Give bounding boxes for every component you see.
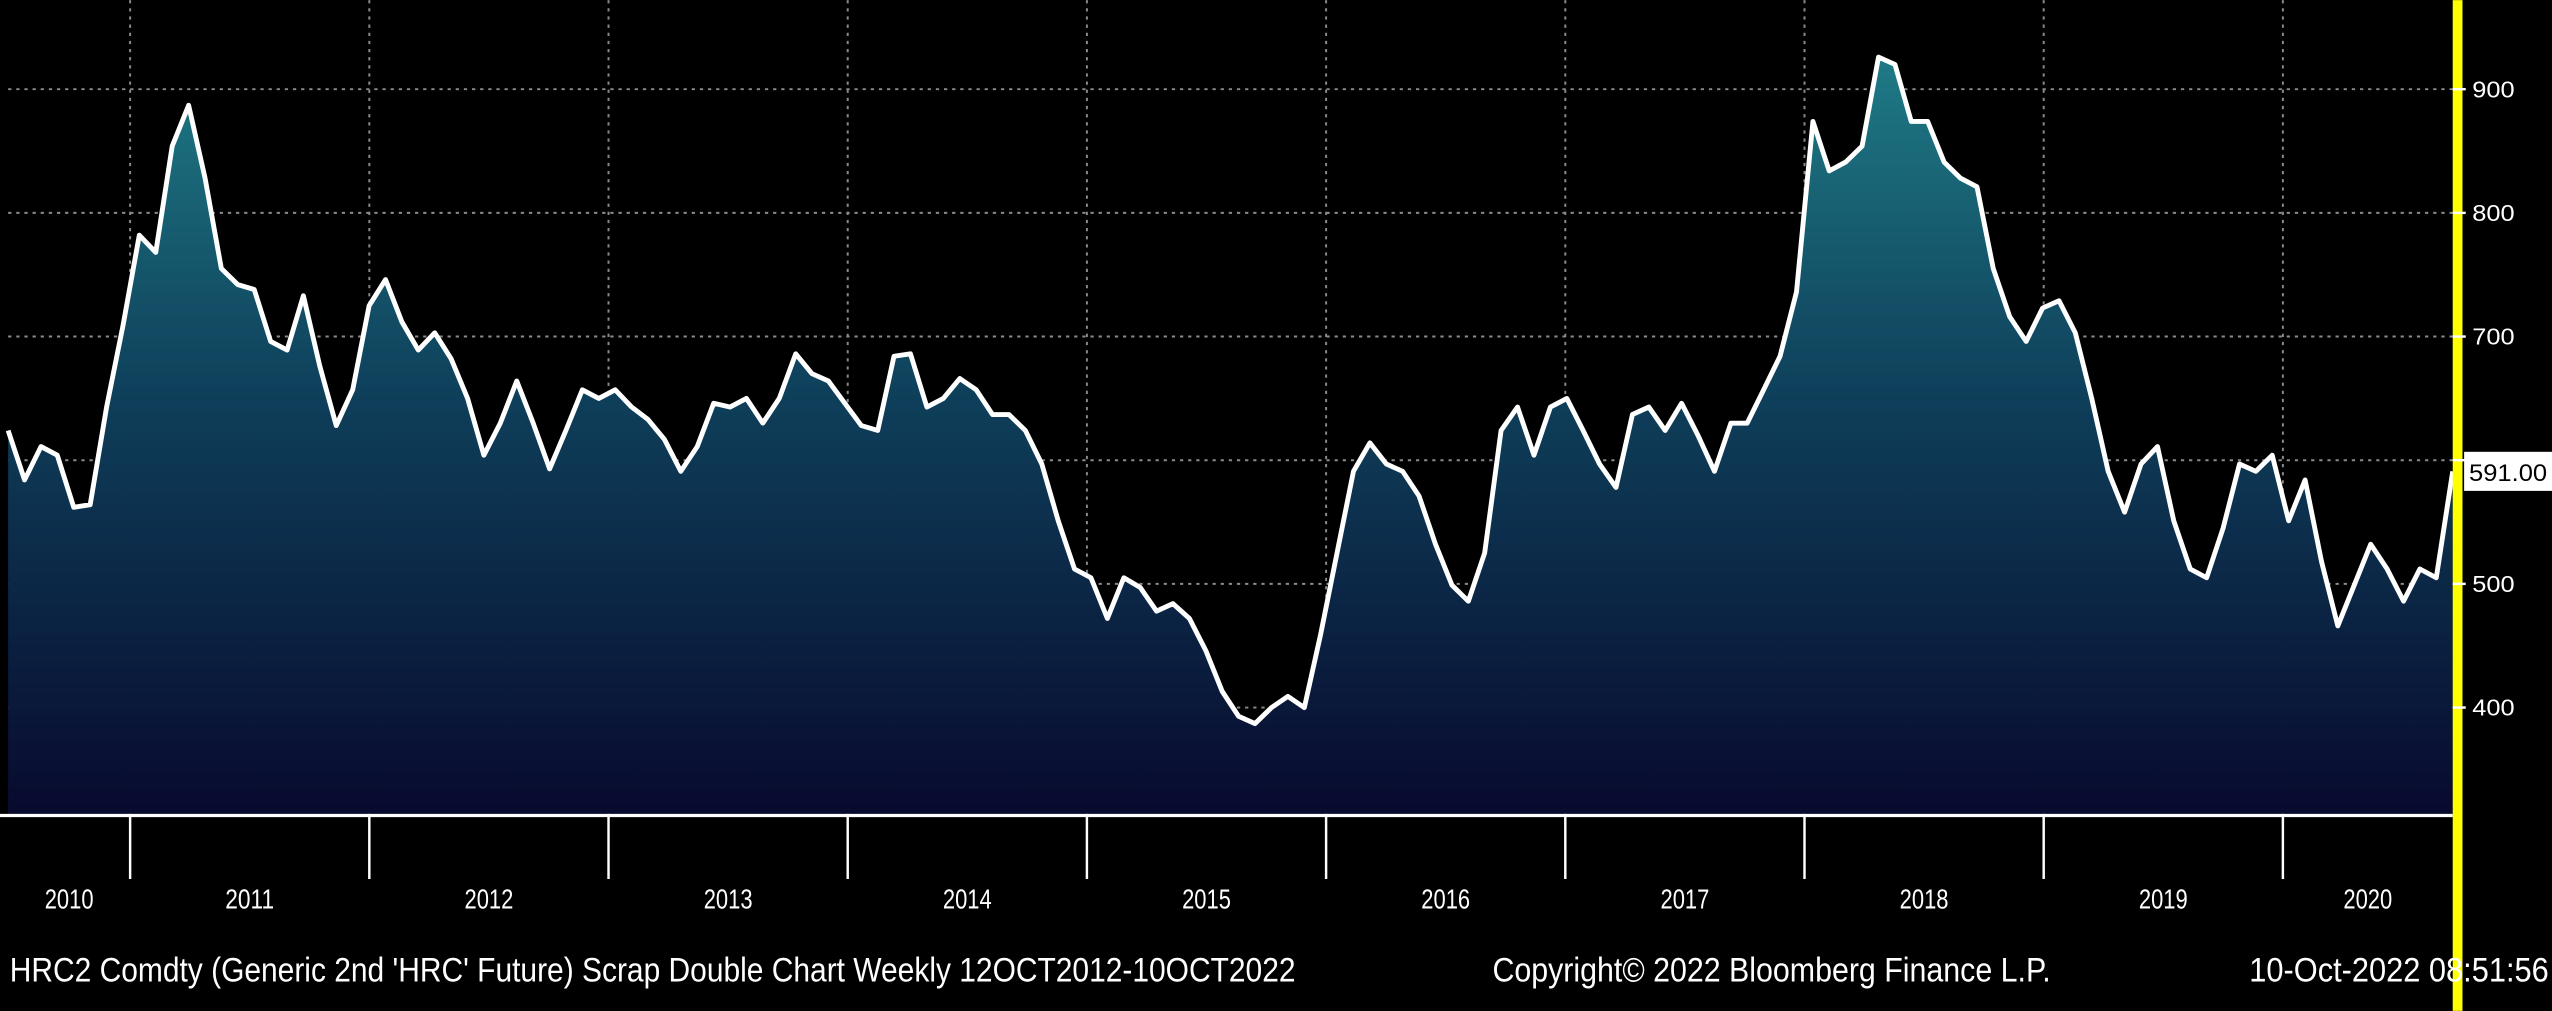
last-value-label: 591.00 [2469, 460, 2547, 487]
footer-left: HRC2 Comdty (Generic 2nd 'HRC' Future) S… [10, 952, 1296, 990]
x-tick-label: 2020 [2343, 883, 2392, 914]
x-tick-label: 2018 [1900, 883, 1949, 914]
y-tick-label: 400 [2472, 695, 2514, 721]
y-tick-label: 700 [2472, 324, 2514, 350]
y-tick-label: 500 [2472, 571, 2514, 597]
last-value-box [2464, 451, 2552, 491]
x-tick-label: 2017 [1660, 883, 1709, 914]
footer-right: 10-Oct-2022 08:51:56 [2249, 952, 2548, 990]
x-tick-label: 2013 [704, 883, 753, 914]
x-tick-label: 2010 [45, 883, 94, 914]
area-fill [8, 57, 2453, 814]
x-tick-label: 2011 [225, 883, 274, 914]
y-tick-label: 900 [2472, 76, 2514, 102]
x-tick-label: 2014 [943, 883, 992, 914]
y-tick-label: 800 [2472, 200, 2514, 226]
footer-center: Copyright© 2022 Bloomberg Finance L.P. [1492, 952, 2050, 990]
price-line [5, 54, 2456, 727]
x-tick-label: 2015 [1182, 883, 1231, 914]
x-tick-label: 2016 [1421, 883, 1470, 914]
x-tick-label: 2012 [465, 883, 514, 914]
x-tick-label: 2019 [2139, 883, 2188, 914]
